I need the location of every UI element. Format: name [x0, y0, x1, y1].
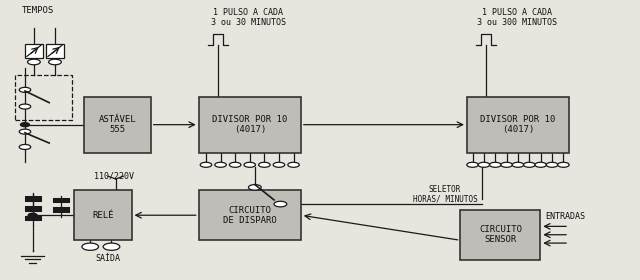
- Circle shape: [288, 162, 300, 167]
- Circle shape: [200, 162, 212, 167]
- Circle shape: [215, 162, 227, 167]
- Text: 1 PULSO A CADA
3 ou 300 MINUTOS: 1 PULSO A CADA 3 ou 300 MINUTOS: [477, 8, 557, 27]
- Bar: [461, 210, 540, 260]
- Circle shape: [259, 162, 270, 167]
- Text: DIVISOR POR 10
(4017): DIVISOR POR 10 (4017): [212, 115, 287, 134]
- Text: TEMPOS: TEMPOS: [22, 6, 54, 15]
- Circle shape: [547, 162, 558, 167]
- Text: RELÉ: RELÉ: [92, 211, 114, 220]
- Text: ENTRADAS: ENTRADAS: [545, 213, 586, 221]
- Circle shape: [490, 162, 501, 167]
- Text: SAÍDA: SAÍDA: [95, 254, 120, 263]
- Circle shape: [274, 201, 287, 207]
- Circle shape: [557, 162, 569, 167]
- Circle shape: [244, 162, 255, 167]
- Bar: [74, 190, 132, 240]
- Bar: [25, 44, 43, 58]
- Bar: [198, 97, 301, 153]
- Circle shape: [512, 162, 524, 167]
- Circle shape: [28, 59, 40, 65]
- Bar: [84, 97, 151, 153]
- Bar: [15, 74, 72, 120]
- Text: CIRCUITO
DE DISPARO: CIRCUITO DE DISPARO: [223, 206, 276, 225]
- Circle shape: [82, 243, 99, 250]
- Circle shape: [20, 123, 29, 127]
- Text: SELETOR
HORAS/ MINUTOS: SELETOR HORAS/ MINUTOS: [413, 185, 477, 204]
- Circle shape: [501, 162, 513, 167]
- Circle shape: [49, 59, 61, 65]
- Bar: [467, 97, 569, 153]
- Circle shape: [229, 162, 241, 167]
- Circle shape: [273, 162, 285, 167]
- Circle shape: [19, 87, 31, 92]
- Circle shape: [535, 162, 547, 167]
- Text: DIVISOR POR 10
(4017): DIVISOR POR 10 (4017): [481, 115, 556, 134]
- Circle shape: [248, 185, 261, 190]
- Text: CIRCUITO
SENSOR: CIRCUITO SENSOR: [479, 225, 522, 244]
- Circle shape: [28, 213, 37, 217]
- Circle shape: [19, 129, 31, 134]
- Bar: [46, 44, 64, 58]
- Circle shape: [467, 162, 478, 167]
- Circle shape: [103, 243, 120, 250]
- Text: 1 PULSO A CADA
3 ou 30 MINUTOS: 1 PULSO A CADA 3 ou 30 MINUTOS: [211, 8, 286, 27]
- Circle shape: [478, 162, 490, 167]
- Circle shape: [524, 162, 535, 167]
- Circle shape: [19, 144, 31, 150]
- Bar: [198, 190, 301, 240]
- Text: 110/220V: 110/220V: [94, 171, 134, 180]
- Circle shape: [19, 104, 31, 109]
- Text: ASTÁVEL
555: ASTÁVEL 555: [99, 115, 136, 134]
